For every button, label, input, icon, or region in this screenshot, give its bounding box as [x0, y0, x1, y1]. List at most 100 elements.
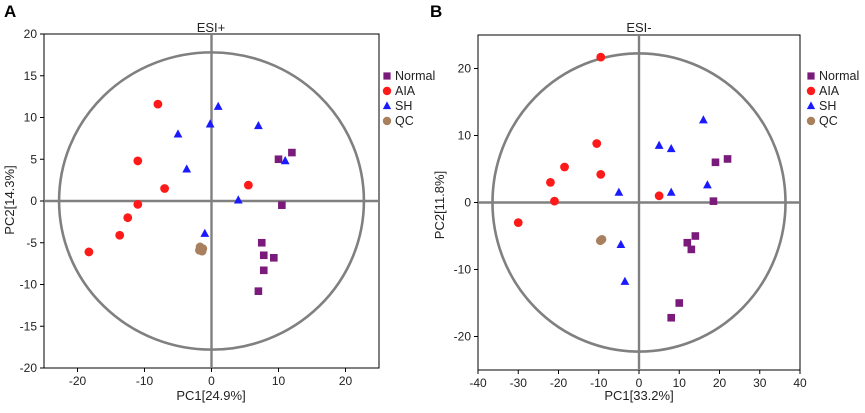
panel-b-aia-point — [596, 52, 606, 62]
panel-b-y-tick-label: -10 — [454, 263, 472, 277]
panel-a-y-tick-label: 0 — [30, 194, 37, 208]
panel-a-aia-point — [115, 230, 125, 240]
panel-b-sh-point — [616, 239, 626, 248]
panel-b-aia-point — [654, 191, 664, 201]
panel-a-qc-point — [198, 244, 208, 253]
panel-b-normal-point — [667, 313, 675, 322]
panel-a-legend-qc-label: QC — [395, 114, 414, 128]
panel-b-aia-point — [513, 218, 523, 228]
panel-b-marks — [478, 35, 800, 370]
panel-a-y-tick-label: 10 — [24, 111, 38, 125]
panel-a-sh-point — [254, 120, 263, 130]
panel-b-normal-point — [711, 158, 720, 167]
panel-a-sh-point — [233, 195, 243, 204]
panel-b-legend-qc-label: QC — [819, 114, 838, 128]
panel-b-legend-qc-marker — [806, 116, 816, 126]
panel-b-x-tick-label: 20 — [713, 376, 727, 390]
panel-b-y-tick-label: 10 — [458, 129, 472, 143]
panel-a-sh-point — [205, 119, 215, 128]
panel-a-y-tick-label: 20 — [24, 27, 38, 41]
panel-b-legend-aia-marker — [806, 86, 816, 96]
panel-a-legend-normal-label: Normal — [395, 69, 435, 83]
panel-a-normal-point — [254, 287, 263, 295]
panel-a-marks — [44, 34, 379, 368]
panel-a-x-tick-label: -20 — [69, 374, 87, 388]
panel-a-sh-point — [173, 129, 183, 138]
panel-a-aia-point — [84, 247, 94, 257]
panel-b-aia-point — [546, 178, 555, 187]
panel-a-normal-point — [278, 201, 286, 209]
panel-a-aia-point — [133, 199, 143, 209]
panel-a-y-tick-label: -5 — [26, 236, 37, 250]
panel-b-x-tick-label: -10 — [590, 376, 608, 390]
panel-b-normal-point — [691, 232, 700, 240]
panel-b-legend-aia-label: AIA — [819, 84, 840, 98]
panel-a-y-tick-label: -10 — [20, 278, 38, 292]
panel-a-sh-point — [213, 101, 223, 110]
panel-b-sh-point — [620, 276, 630, 285]
panel-b-letter: B — [430, 2, 442, 21]
panel-a-y-tick-label: 15 — [24, 69, 38, 83]
panel-b-sh-point — [699, 115, 708, 124]
panel-a-legend-sh-marker — [382, 101, 392, 110]
panel-b-sh-point — [654, 140, 664, 149]
panel-b-y-tick-label: 20 — [458, 62, 472, 76]
panel-b-aia-point — [550, 196, 559, 206]
panel-a-normal-point — [259, 251, 268, 260]
panel-b-normal-point — [723, 155, 732, 163]
panel-a-x-label: PC1[24.9%] — [176, 388, 245, 403]
panel-b-x-tick-label: 10 — [673, 376, 687, 390]
panel-a-normal-point — [274, 155, 283, 164]
panel-b-sh-point — [666, 144, 676, 153]
panel-a-y-tick-label: -15 — [20, 319, 38, 333]
panel-a-sh-point — [280, 156, 290, 165]
panel-b-aia-point — [592, 139, 602, 148]
panel-b-sh-point — [666, 187, 676, 196]
panel-b-normal-point — [675, 299, 684, 307]
panel-b-legend-sh-label: SH — [819, 99, 836, 113]
panel-a-y-label: PC2[14.3%] — [2, 165, 17, 234]
panel-b-aia-point — [596, 169, 606, 179]
panel-b-y-tick-label: 0 — [464, 196, 471, 210]
panel-a-title: ESI+ — [197, 20, 226, 35]
panel-b-normal-point — [683, 238, 692, 247]
panel-b-x-label: PC1[33.2%] — [604, 388, 673, 403]
panel-a-x-tick-label: 10 — [272, 374, 286, 388]
panel-a-letter: A — [4, 2, 16, 21]
panel-a-normal-point — [257, 238, 266, 247]
panel-a-legend-aia-marker — [382, 86, 392, 96]
panel-a-x-tick-label: 0 — [208, 374, 215, 388]
panel-a-aia-point — [160, 184, 170, 193]
panel-a-normal-point — [288, 148, 296, 157]
panel-b-x-tick-label: 0 — [636, 376, 643, 390]
panel-b-sh-point — [703, 180, 712, 189]
panel-b-ticks: -40 -30 -20 -10 0 10 20 30 40 -20 -10 0 10 20 — [454, 62, 807, 391]
panel-b-y-label: PC2[11.8%] — [432, 171, 447, 239]
panel-b-legend-normal-marker — [807, 72, 815, 80]
panel-a-x-tick-label: 20 — [339, 374, 353, 388]
panel-b-x-tick-label: -20 — [550, 376, 568, 390]
panel-a-normal-point — [259, 266, 268, 275]
panel-b-x-tick-label: 30 — [753, 376, 767, 390]
panel-b-y-tick-label: -20 — [454, 330, 472, 344]
panel-a-legend-normal-marker — [383, 72, 391, 80]
panel-a-ticks: -20 -10 0 10 20 -20 -15 -10 -5 0 5 10 15 20 — [20, 27, 353, 388]
panel-b-x-tick-label: 40 — [793, 376, 807, 390]
panel-a-legend-qc-marker — [382, 116, 392, 126]
panel-a-aia-point — [133, 156, 143, 166]
panel-a-normal-point — [270, 253, 278, 262]
panel-a-aia-point — [153, 99, 163, 109]
panel-b-x-tick-label: -30 — [510, 376, 528, 390]
panel-b: B ESI- -40 -30 -20 -10 0 10 20 30 40-20-1001020 … — [430, 2, 859, 403]
panel-b-title: ESI- — [626, 20, 651, 35]
panel-a-sh-point — [182, 164, 192, 173]
panel-b-x-tick-label: -40 — [469, 376, 487, 390]
panel-b-aia-point — [560, 162, 569, 172]
panel-b-normal-point — [687, 245, 696, 254]
panel-a-y-tick-label: 5 — [30, 152, 37, 166]
panel-a-x-tick-label: -10 — [136, 374, 154, 388]
panel-a-y-tick-label: -20 — [20, 361, 38, 375]
